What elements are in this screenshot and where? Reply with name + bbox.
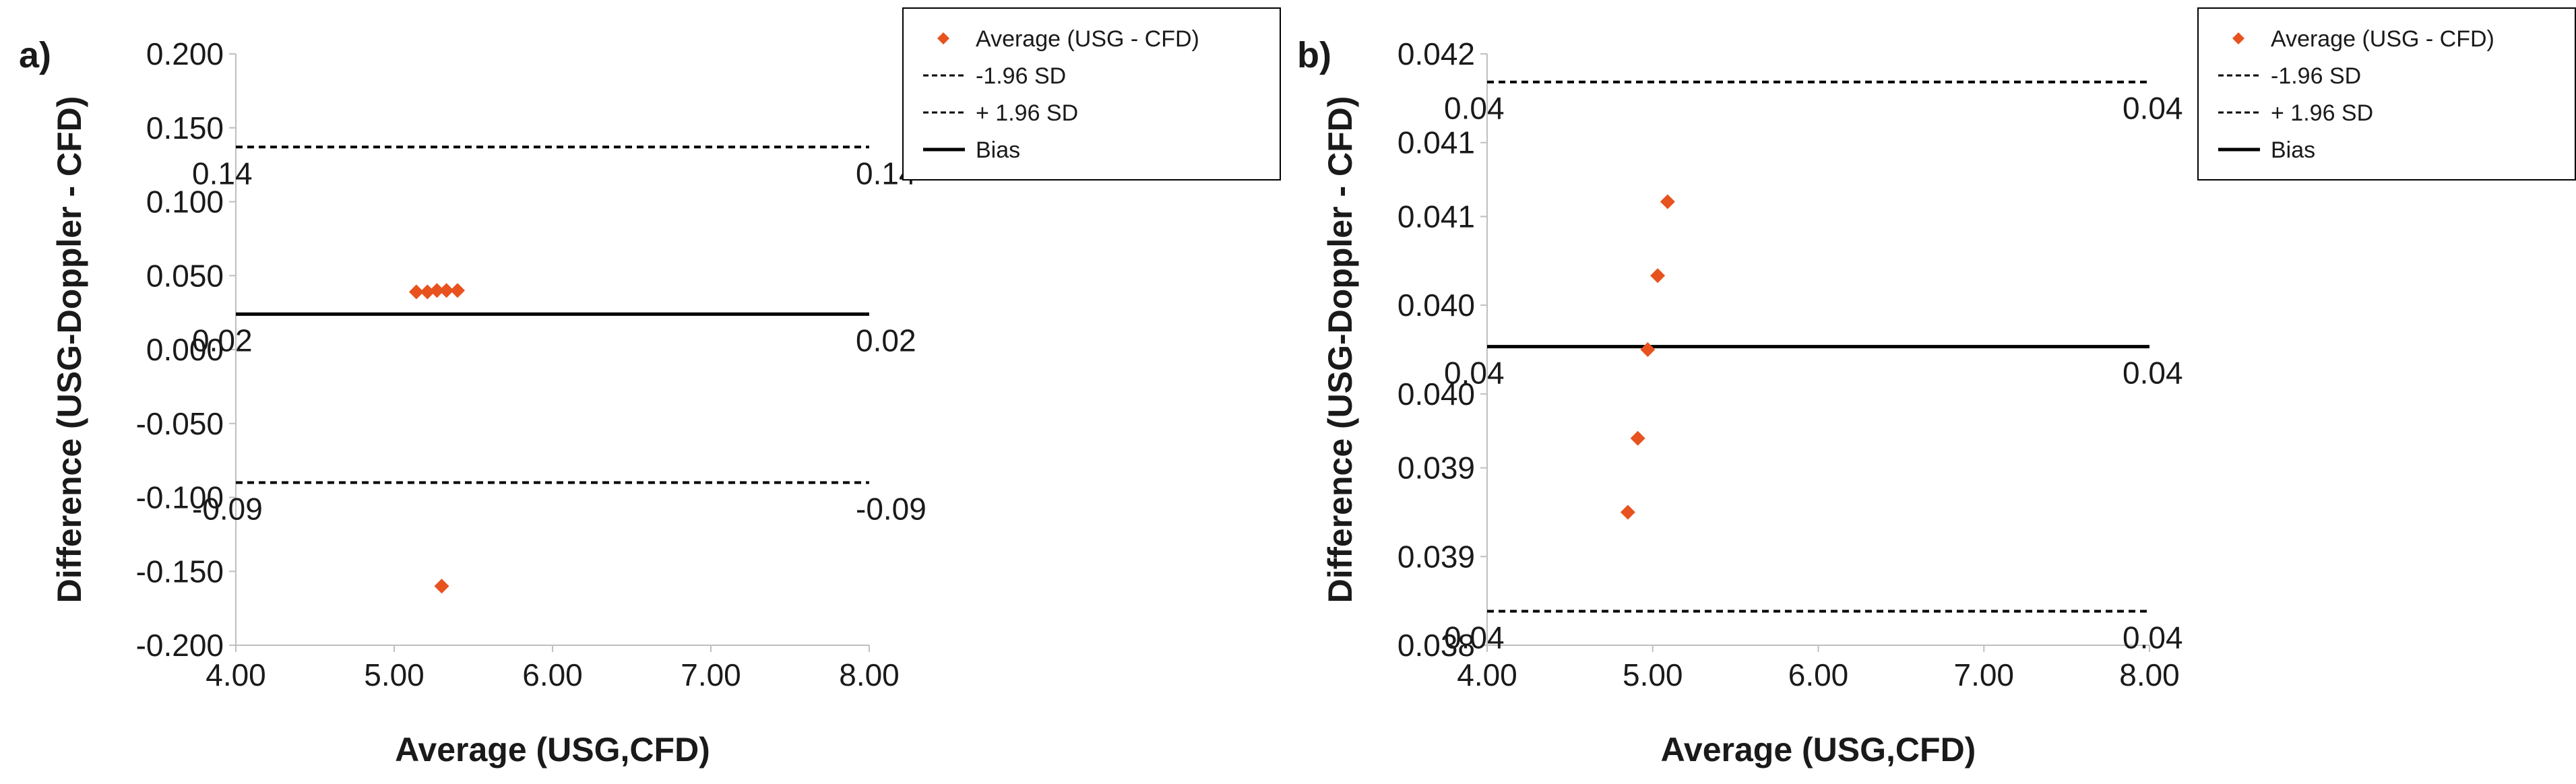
chart-panel-b: b) 0.042 0.041 0.041 0.040 0.040 0.039 0.039 0.0… xyxy=(1297,7,2576,769)
reference-line-left-label: 0.14 xyxy=(192,156,253,191)
x-tick-label: 4.00 xyxy=(206,657,266,692)
data-point xyxy=(1640,342,1656,357)
legend-label: Bias xyxy=(2271,137,2315,163)
data-point xyxy=(450,283,465,298)
legend-marker xyxy=(937,32,949,44)
x-tick-label: 6.00 xyxy=(522,657,583,692)
chart-panel-a: a) 0.2000.1500.1000.0500.000-0.050-0.100-… xyxy=(19,7,1281,769)
legend: Average (USG - CFD) -1.96 SD + 1.96 SD Bias xyxy=(902,7,1281,181)
y-tick-label: -0.050 xyxy=(136,406,224,441)
legend-label: Average (USG - CFD) xyxy=(2271,26,2494,52)
x-tick-label: 8.00 xyxy=(839,657,900,692)
data-point xyxy=(1630,430,1645,446)
y-tick-label: 0.040 xyxy=(1397,288,1475,323)
reference-line-right-label: 0.04 xyxy=(2123,620,2183,655)
data-point xyxy=(1650,268,1666,284)
reference-line-left-label: 0.04 xyxy=(1444,356,1505,391)
x-tick-label: 8.00 xyxy=(2119,657,2180,692)
data-point xyxy=(1620,504,1635,520)
reference-line-right-label: -0.09 xyxy=(856,492,926,527)
y-tick-label: -0.200 xyxy=(136,628,224,663)
y-tick-label: 0.039 xyxy=(1397,539,1475,574)
y-tick-label: -0.100 xyxy=(136,480,224,515)
y-tick-label: 0.039 xyxy=(1397,451,1475,486)
y-tick-label: 0.150 xyxy=(146,110,224,145)
reference-line-right-label: 0.02 xyxy=(856,323,916,358)
legend-label: + 1.96 SD xyxy=(2271,100,2373,126)
y-tick-label: 0.042 xyxy=(1397,36,1475,71)
legend-label: + 1.96 SD xyxy=(976,100,1078,126)
y-tick-label: 0.200 xyxy=(146,36,224,71)
y-tick-label: 0.000 xyxy=(146,332,224,367)
legend-marker xyxy=(2232,32,2244,44)
legend-box xyxy=(902,7,1281,181)
y-axis-title: Difference (USG-Doppler - CFD) xyxy=(1321,96,1359,603)
x-tick-label: 7.00 xyxy=(1953,657,2014,692)
data-point xyxy=(408,284,424,300)
data-point xyxy=(434,579,449,594)
y-tick-label: 0.038 xyxy=(1397,628,1475,663)
data-point xyxy=(1660,194,1675,209)
panel-label: a) xyxy=(19,35,51,75)
y-tick-label: 0.100 xyxy=(146,185,224,220)
x-tick-label: 5.00 xyxy=(1623,657,1683,692)
reference-line-left-label: 0.02 xyxy=(192,323,253,358)
legend: Average (USG - CFD) -1.96 SD + 1.96 SD Bias xyxy=(2197,7,2576,181)
legend-label: Bias xyxy=(976,137,1020,163)
reference-line-left-label: 0.04 xyxy=(1444,620,1505,655)
x-tick-label: 5.00 xyxy=(364,657,425,692)
data-point xyxy=(439,283,454,298)
y-axis-title: Difference (USG-Doppler - CFD) xyxy=(51,96,88,603)
legend-box xyxy=(2197,7,2576,181)
legend-label: -1.96 SD xyxy=(2271,63,2361,89)
x-tick-label: 6.00 xyxy=(1788,657,1849,692)
legend-label: Average (USG - CFD) xyxy=(976,26,1199,52)
x-axis-title: Average (USG,CFD) xyxy=(1661,731,1976,769)
y-tick-label: 0.040 xyxy=(1397,377,1475,412)
x-tick-label: 4.00 xyxy=(1457,657,1517,692)
reference-line-left-label: -0.09 xyxy=(192,492,263,527)
y-tick-label: 0.041 xyxy=(1397,125,1475,160)
reference-line-right-label: 0.04 xyxy=(2123,91,2183,126)
y-tick-label: 0.050 xyxy=(146,258,224,293)
reference-line-left-label: 0.04 xyxy=(1444,91,1505,126)
data-point xyxy=(420,284,435,300)
panel-label: b) xyxy=(1297,35,1331,75)
y-tick-label: -0.150 xyxy=(136,554,224,589)
legend-label: -1.96 SD xyxy=(976,63,1066,89)
data-point xyxy=(429,283,445,298)
x-tick-label: 7.00 xyxy=(681,657,741,692)
x-axis-title: Average (USG,CFD) xyxy=(395,731,710,769)
reference-line-right-label: 0.04 xyxy=(2123,356,2183,391)
y-tick-label: 0.041 xyxy=(1397,199,1475,234)
